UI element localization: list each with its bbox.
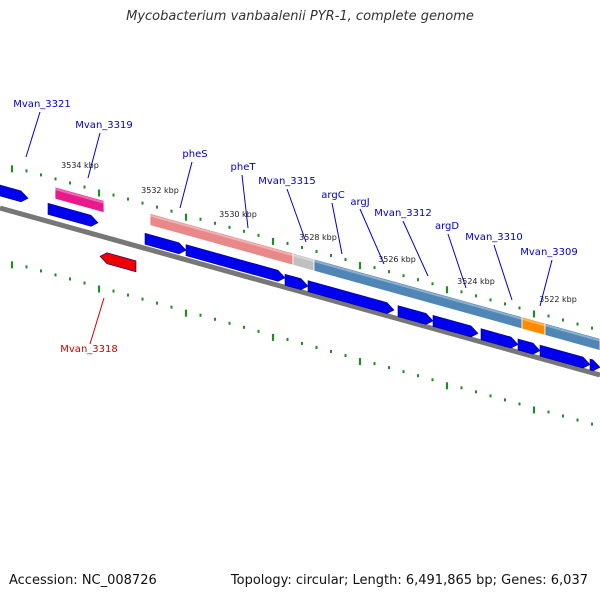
gene-arrow	[539, 344, 591, 369]
leader-line	[25, 111, 41, 158]
scale-label: 3534 kbp	[61, 161, 99, 170]
leader-line	[241, 174, 249, 229]
gene-arrow	[307, 280, 395, 314]
scale-label: 3530 kbp	[219, 210, 257, 219]
gene-arrow	[185, 244, 286, 282]
gene-label: argJ	[350, 197, 369, 208]
gene-label: Mvan_3319	[75, 120, 132, 131]
outer-tick-row	[10, 165, 593, 330]
map-title: Mycobacterium vanbaalenii PYR-1, complet…	[126, 9, 474, 24]
feature-operon	[544, 322, 600, 351]
gene-track	[0, 184, 600, 372]
gene-label: Mvan_3309	[520, 247, 577, 258]
leader-line	[539, 259, 553, 307]
feature-pink	[54, 186, 105, 214]
leader-line	[493, 244, 513, 301]
gene-label: argC	[321, 190, 344, 201]
leader-line	[179, 161, 193, 209]
gene-arrow	[144, 232, 187, 255]
leader-line	[402, 220, 429, 277]
scale-labels: 3534 kbp 3532 kbp 3530 kbp 3528 kbp 3526 kbp…	[61, 161, 577, 304]
gene-arrow	[397, 305, 434, 325]
scale-label: 3532 kbp	[141, 186, 179, 195]
leader-line	[331, 202, 343, 255]
gene-label: Mvan_3318	[60, 344, 117, 355]
scale-label: 3522 kbp	[539, 295, 577, 304]
gene-label: Mvan_3315	[258, 176, 315, 187]
scale-label: 3524 kbp	[457, 277, 495, 286]
scale-label: 3526 kbp	[378, 255, 416, 264]
gene-label: argD	[435, 221, 459, 232]
gene-label: pheT	[231, 162, 257, 173]
gene-arrow-red	[99, 252, 137, 273]
gene-arrow	[284, 273, 309, 290]
topology-text: Topology: circular; Length: 6,491,865 bp…	[230, 573, 588, 588]
feature-track	[54, 186, 600, 351]
gene-arrow	[0, 184, 29, 203]
leader-line	[87, 132, 101, 179]
leader-line	[359, 208, 385, 265]
leader-line	[89, 297, 105, 345]
gene-label: pheS	[182, 149, 207, 160]
gene-label: Mvan_3310	[465, 232, 522, 243]
scale-label: 3528 kbp	[299, 233, 337, 242]
genome-backbone	[0, 205, 600, 378]
gene-label: Mvan_3312	[374, 208, 431, 219]
leader-line	[286, 188, 307, 243]
gene-arrow	[432, 314, 479, 338]
gene-arrow	[589, 358, 600, 372]
gene-arrow	[517, 338, 541, 355]
gene-arrow	[47, 202, 99, 227]
leader-line	[447, 233, 467, 289]
gene-label: Mvan_3321	[13, 99, 70, 110]
accession-text: Accession: NC_008726	[9, 573, 157, 588]
gene-arrow	[480, 328, 519, 349]
inner-tick-row	[10, 261, 593, 426]
